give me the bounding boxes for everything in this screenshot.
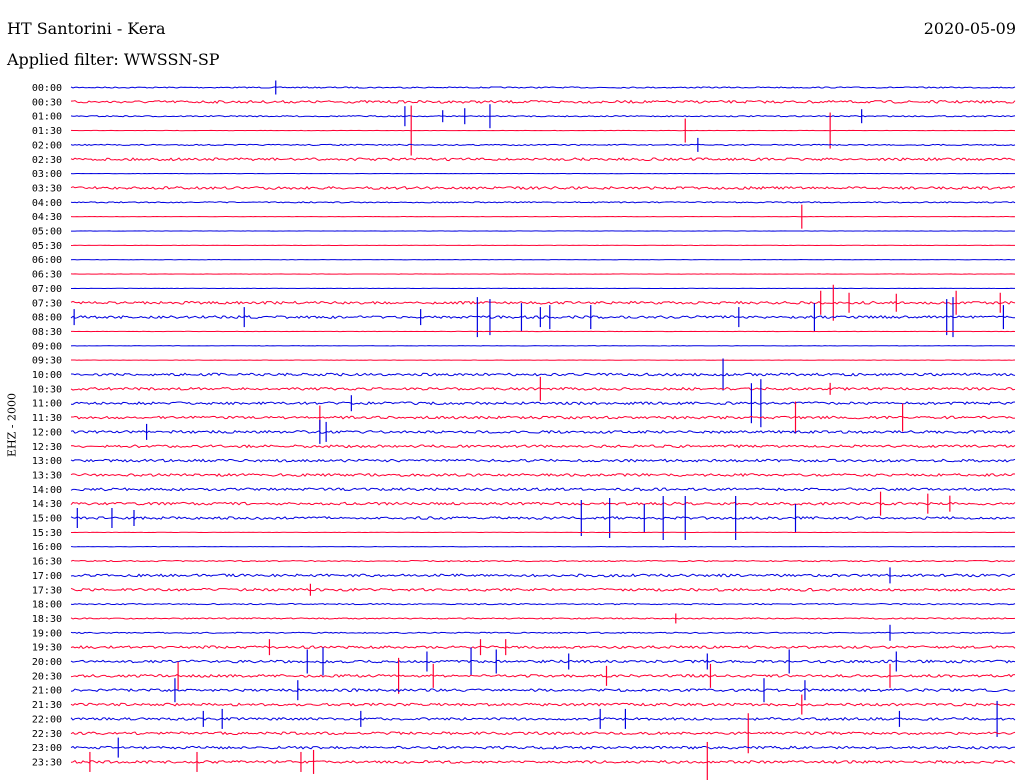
time-tick-label: 06:00 (32, 255, 62, 266)
time-tick-label: 20:00 (32, 657, 62, 668)
time-tick-label: 01:30 (32, 126, 62, 137)
time-tick-label: 05:30 (32, 241, 62, 252)
trace-line (70, 759, 1016, 765)
time-tick-label: 03:00 (32, 169, 62, 180)
trace-line (70, 559, 1016, 563)
trace-line (70, 99, 1016, 104)
time-tick-label: 09:30 (32, 356, 62, 367)
record-date: 2020-05-09 (923, 19, 1016, 38)
time-tick-label: 21:30 (32, 700, 62, 711)
time-tick-label: 16:30 (32, 557, 62, 568)
time-tick-label: 04:00 (32, 198, 62, 209)
trace-line (70, 372, 1016, 377)
time-tick-label: 18:30 (32, 614, 62, 625)
trace-line (70, 716, 1016, 721)
time-tick-label: 12:30 (32, 442, 62, 453)
trace-line (70, 185, 1016, 190)
time-tick-label: 03:30 (32, 183, 62, 194)
trace-line (70, 429, 1016, 434)
trace-line (70, 315, 1016, 320)
trace-line (70, 201, 1016, 204)
time-tick-label: 11:30 (32, 413, 62, 424)
station-title: HT Santorini - Kera (7, 19, 166, 38)
trace-line (70, 702, 1016, 707)
trace-line (70, 472, 1016, 477)
trace-line (70, 673, 1016, 678)
trace-line (70, 458, 1016, 463)
time-tick-label: 00:00 (32, 83, 62, 94)
time-tick-label: 07:30 (32, 298, 62, 309)
time-tick-label: 13:30 (32, 470, 62, 481)
time-tick-label: 16:00 (32, 542, 62, 553)
applied-filter-label: Applied filter: WWSSN-SP (7, 50, 220, 69)
trace-line (70, 86, 1016, 89)
time-tick-label: 14:00 (32, 485, 62, 496)
trace-line (70, 731, 1016, 736)
trace-line (70, 115, 1016, 118)
time-tick-label: 02:00 (32, 140, 62, 151)
time-tick-label: 19:30 (32, 643, 62, 654)
trace-line (70, 688, 1016, 693)
time-tick-label: 15:00 (32, 514, 62, 525)
trace-line (70, 157, 1016, 162)
time-tick-label: 00:30 (32, 97, 62, 108)
time-tick-label: 23:00 (32, 743, 62, 754)
time-tick-label: 08:00 (32, 313, 62, 324)
trace-line (70, 745, 1015, 750)
time-tick-label: 23:30 (32, 757, 62, 768)
time-tick-label: 09:00 (32, 341, 62, 352)
trace-line (70, 631, 1016, 634)
time-tick-label: 22:00 (32, 714, 62, 725)
trace-line (70, 386, 1016, 391)
time-tick-label: 12:00 (32, 427, 62, 438)
time-tick-label: 01:00 (32, 112, 62, 123)
time-tick-label: 21:00 (32, 686, 62, 697)
trace-line (70, 617, 1016, 620)
trace-line (70, 487, 1016, 492)
time-tick-label: 19:00 (32, 628, 62, 639)
trace-line (70, 300, 1016, 305)
time-tick-label: 13:00 (32, 456, 62, 467)
trace-line (70, 444, 1016, 449)
trace-line (70, 602, 1016, 606)
time-tick-label: 17:00 (32, 571, 62, 582)
time-tick-label: 07:00 (32, 284, 62, 295)
time-tick-label: 17:30 (32, 585, 62, 596)
time-tick-label: 18:00 (32, 600, 62, 611)
trace-line (70, 415, 1016, 420)
trace-line (70, 516, 1016, 520)
time-tick-label: 04:30 (32, 212, 62, 223)
time-tick-label: 08:30 (32, 327, 62, 338)
time-tick-label: 05:00 (32, 227, 62, 238)
time-tick-label: 15:30 (32, 528, 62, 539)
time-tick-label: 14:30 (32, 499, 62, 510)
trace-line (70, 143, 1016, 147)
trace-line (70, 659, 1016, 664)
trace-line (70, 573, 1016, 578)
trace-line (70, 501, 1016, 506)
time-tick-label: 10:00 (32, 370, 62, 381)
time-tick-label: 11:00 (32, 399, 62, 410)
trace-line (70, 401, 1016, 406)
trace-line (70, 645, 1016, 650)
time-tick-label: 22:30 (32, 729, 62, 740)
time-tick-label: 02:30 (32, 155, 62, 166)
time-tick-label: 10:30 (32, 384, 62, 395)
time-tick-label: 06:30 (32, 270, 62, 281)
time-tick-label: 20:30 (32, 671, 62, 682)
trace-line (70, 587, 1016, 592)
